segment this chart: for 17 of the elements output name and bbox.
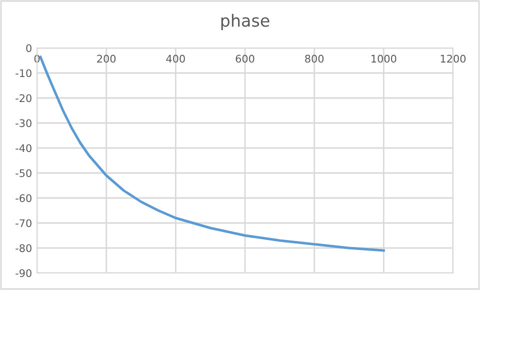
chart-title: phase <box>221 14 270 30</box>
y-tick-label: -90 <box>16 269 32 278</box>
x-tick-label: 1200 <box>440 54 466 63</box>
y-tick-label: -80 <box>16 244 32 252</box>
x-tick-label: 1000 <box>372 54 396 63</box>
y-tick-label: -10 <box>16 69 32 78</box>
y-tick-label: -20 <box>16 94 32 102</box>
y-tick-label: -50 <box>16 169 32 178</box>
x-tick-label: 200 <box>97 54 116 63</box>
y-tick-label: -60 <box>16 194 32 202</box>
y-tick-label: -30 <box>16 119 32 128</box>
y-tick-label: -40 <box>16 144 32 152</box>
x-tick-label: 800 <box>305 54 324 63</box>
x-tick-label: 400 <box>166 54 185 63</box>
y-tick-label: -70 <box>16 219 32 228</box>
x-tick-label: 600 <box>236 54 254 63</box>
y-tick-label: 0 <box>26 44 32 52</box>
